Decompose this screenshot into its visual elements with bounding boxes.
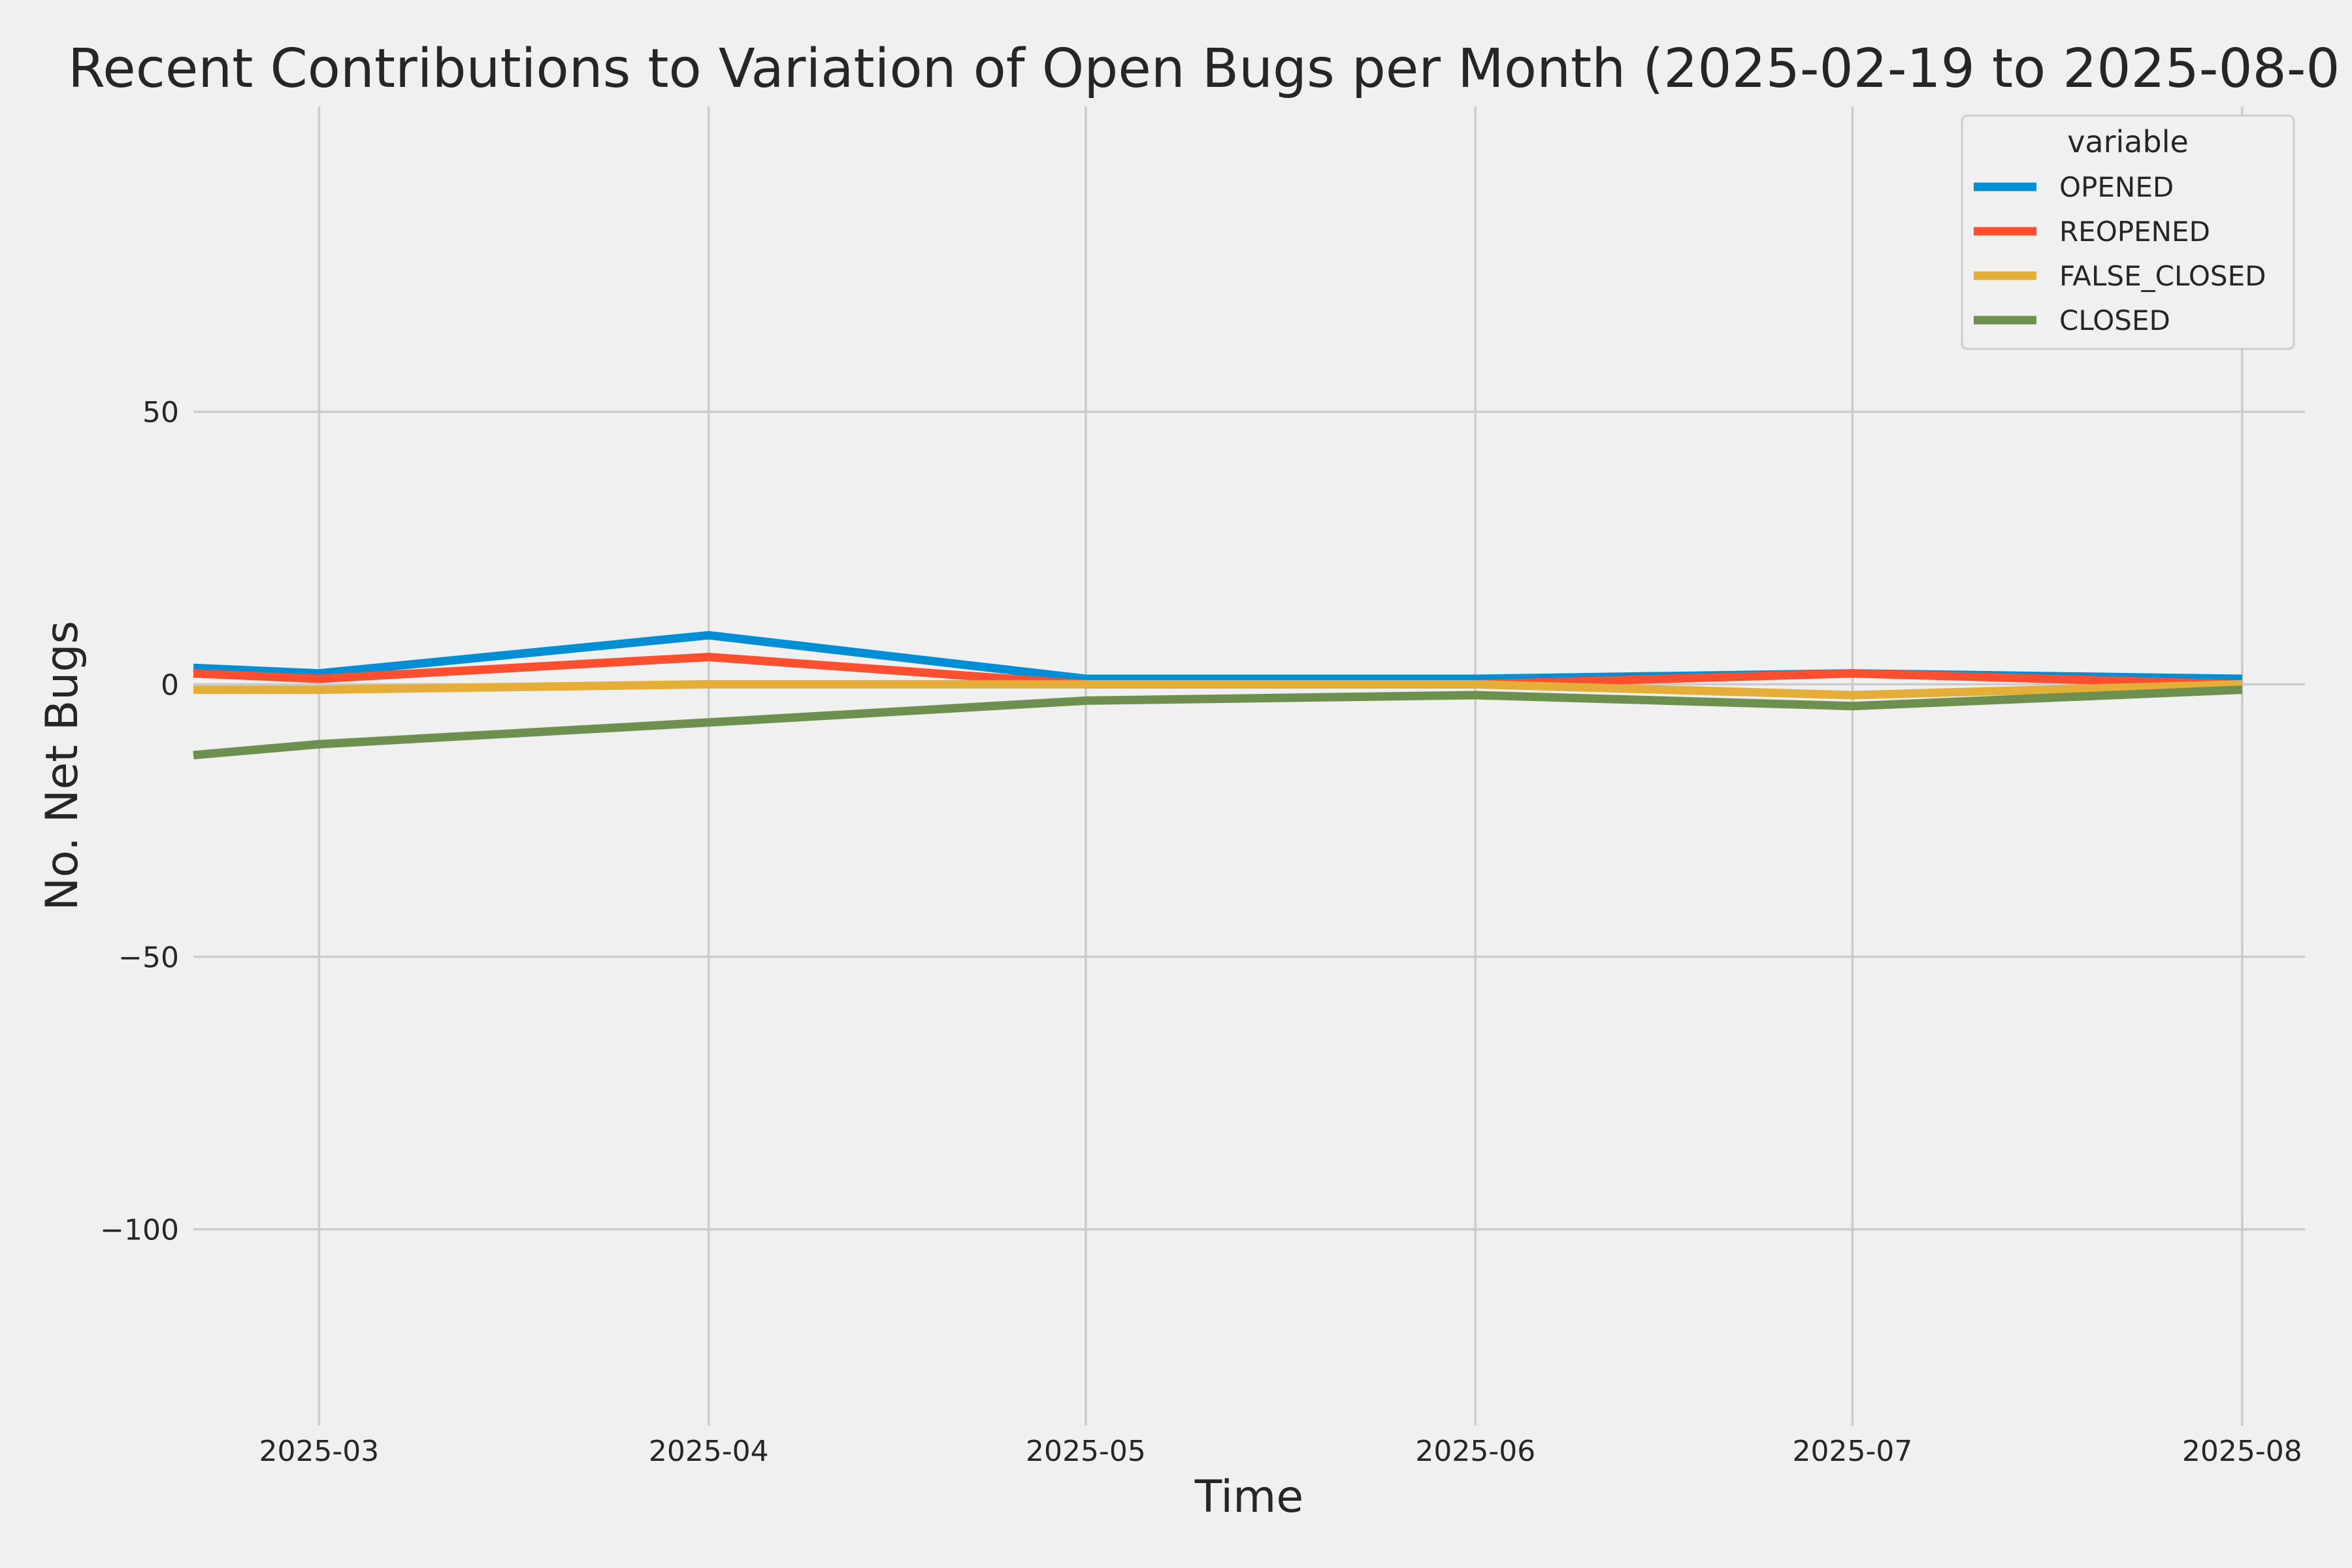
y-tick-label: 50 [142, 396, 179, 429]
x-tick-label: 2025-05 [1026, 1435, 1146, 1468]
series-line-false-closed [193, 679, 2242, 700]
y-tick-label: 0 [161, 668, 179, 702]
series-lines [193, 630, 2243, 760]
legend-item-label: REOPENED [2059, 216, 2210, 248]
x-axis-label: Time [1194, 1471, 1303, 1523]
series-line-closed [193, 685, 2243, 760]
legend-box [1961, 114, 2295, 350]
chart-title: Recent Contributions to Variation of Ope… [68, 38, 2340, 100]
x-tick-label: 2025-06 [1415, 1435, 1535, 1468]
x-tick-label: 2025-03 [259, 1435, 379, 1468]
legend-item-label: OPENED [2059, 171, 2174, 203]
x-tick-labels: 2025-03 2025-04 2025-05 2025-06 2025-07 2025-… [259, 1435, 2302, 1468]
y-tick-label: −100 [100, 1214, 179, 1247]
y-axis-label: No. Net Bugs [37, 621, 88, 911]
x-tick-label: 2025-08 [2182, 1435, 2302, 1468]
x-tick-label: 2025-07 [1793, 1435, 1913, 1468]
x-tick-label: 2025-04 [649, 1435, 769, 1468]
y-tick-labels: 50 0 −50 −100 [100, 396, 179, 1247]
legend: variable OPENED REOPENED FALSE_CLOSED CLOSE… [1961, 114, 2295, 350]
legend-title: variable [2067, 124, 2189, 159]
legend-item-label: FALSE_CLOSED [2059, 260, 2266, 292]
y-tick-label: −50 [118, 941, 179, 975]
legend-item-label: CLOSED [2059, 304, 2170, 336]
